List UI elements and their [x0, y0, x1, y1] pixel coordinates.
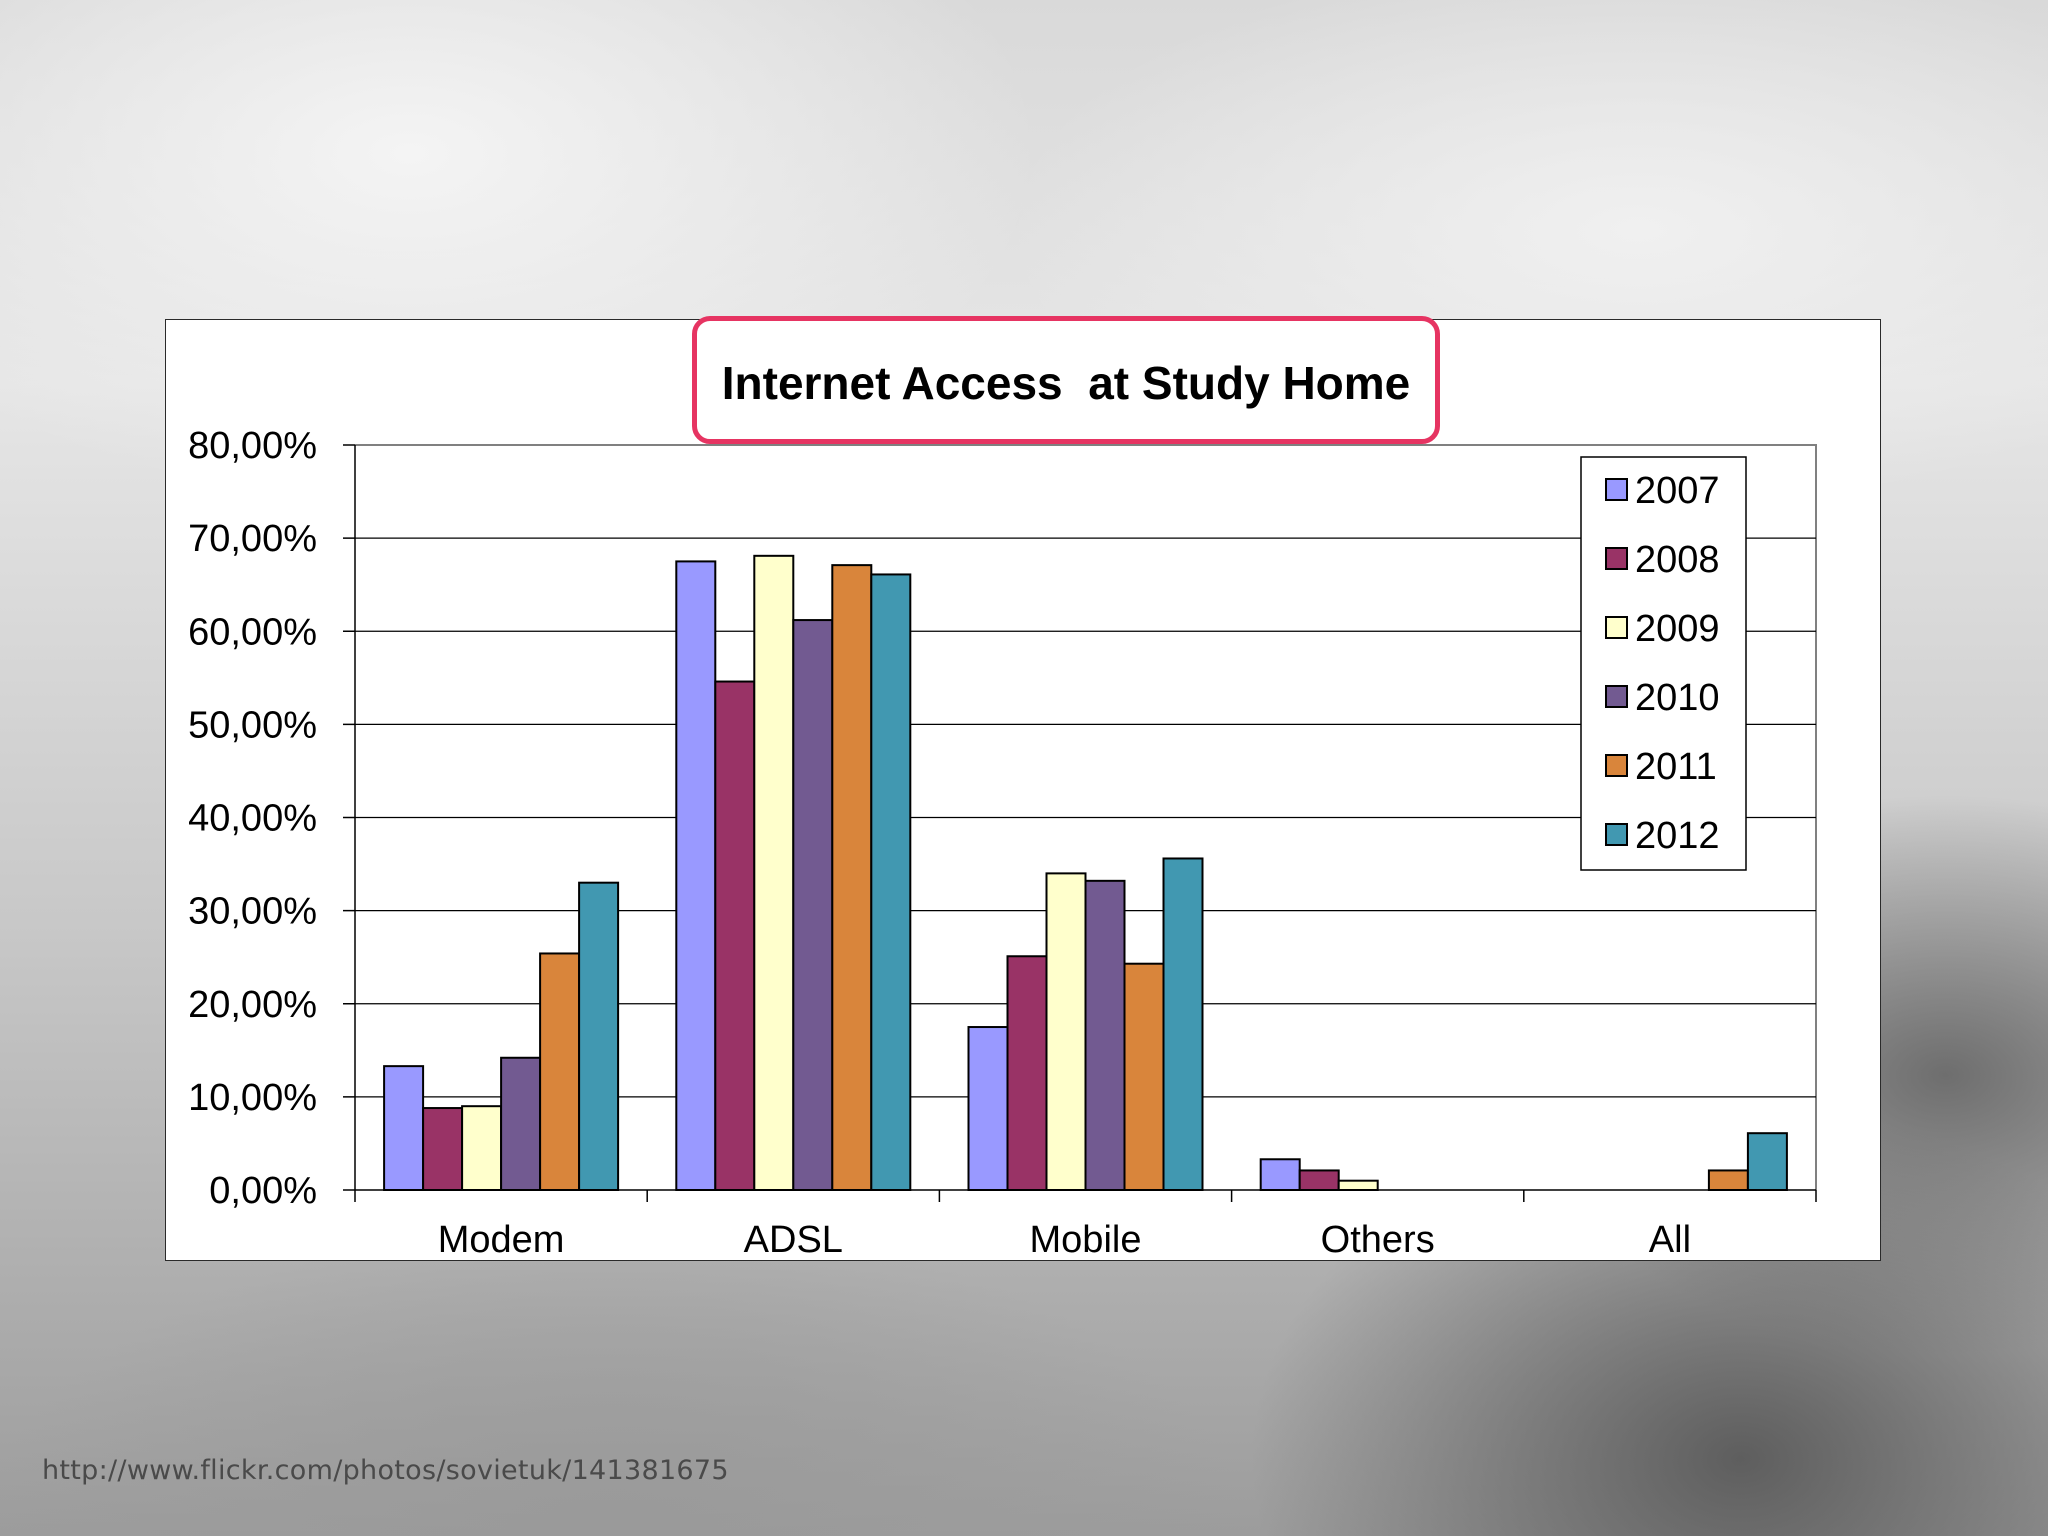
chart-title: Internet Access at Study Home — [722, 357, 1411, 409]
bar-modem-2011 — [539, 952, 581, 1192]
y-tick-label: 80,00% — [188, 425, 317, 467]
bar-modem-2012 — [578, 881, 620, 1191]
source-url[interactable]: http://www.flickr.com/photos/sovietuk/14… — [42, 1455, 729, 1486]
legend-swatch-2009 — [1605, 616, 1628, 639]
y-tick-label: 20,00% — [188, 984, 317, 1026]
title-highlight-box — [692, 316, 1440, 444]
x-tick-label: Mobile — [1030, 1219, 1142, 1261]
bar-adsl-2010 — [792, 619, 834, 1191]
plot-area-border — [355, 444, 1817, 1190]
legend-swatch-2008 — [1605, 547, 1628, 570]
bar-mobile-2012 — [1162, 857, 1204, 1191]
x-tick-label: Others — [1321, 1219, 1435, 1261]
y-tick-label: 30,00% — [188, 891, 317, 933]
axes: 0,00% 10,00% 20,00% 30,00% 40,00% 50,00% 60,00… — [188, 425, 1817, 1261]
bar-modem-2010 — [500, 1056, 542, 1191]
bar-modem-2008 — [422, 1107, 464, 1192]
x-tick-label: ADSL — [744, 1219, 843, 1261]
bar-others-2007 — [1259, 1158, 1301, 1192]
bar-mobile-2011 — [1123, 962, 1165, 1191]
y-tick-label: 40,00% — [188, 798, 317, 840]
x-tick-label: All — [1649, 1219, 1691, 1261]
bar-adsl-2009 — [753, 554, 795, 1191]
y-tick-label: 60,00% — [188, 611, 317, 653]
bar-adsl-2012 — [870, 573, 912, 1191]
legend-box — [1580, 456, 1747, 871]
bar-mobile-2008 — [1006, 955, 1048, 1191]
bar-adsl-2008 — [714, 680, 756, 1191]
bar-adsl-2011 — [831, 564, 873, 1191]
legend-swatch-2012 — [1605, 823, 1628, 846]
y-tick-label: 70,00% — [188, 518, 317, 560]
legend-swatch-2011 — [1605, 754, 1628, 777]
legend: 2007 2008 2009 2010 2011 2012 — [1580, 456, 1747, 871]
legend-label-2009: 2009 — [1635, 608, 1720, 650]
bars — [383, 554, 1788, 1192]
y-tick-label: 50,00% — [188, 704, 317, 746]
bar-all-2011 — [1707, 1169, 1749, 1191]
legend-label-2008: 2008 — [1635, 539, 1720, 581]
bar-modem-2009 — [461, 1105, 503, 1191]
bar-mobile-2009 — [1045, 872, 1087, 1191]
bar-adsl-2007 — [675, 560, 717, 1191]
bar-all-2012 — [1746, 1132, 1788, 1191]
legend-label-2007: 2007 — [1635, 470, 1720, 512]
bar-others-2008 — [1298, 1169, 1340, 1191]
y-tick-label: 10,00% — [188, 1077, 317, 1119]
legend-swatch-2007 — [1605, 478, 1628, 501]
legend-label-2011: 2011 — [1635, 746, 1717, 788]
legend-swatch-2010 — [1605, 685, 1628, 708]
bar-mobile-2010 — [1084, 879, 1126, 1191]
bar-modem-2007 — [383, 1065, 425, 1192]
y-tick-label: 0,00% — [209, 1170, 317, 1212]
x-tick-label: Modem — [438, 1219, 565, 1261]
legend-label-2012: 2012 — [1635, 815, 1720, 857]
bar-mobile-2007 — [967, 1026, 1009, 1191]
bar-others-2009 — [1337, 1179, 1379, 1191]
legend-label-2010: 2010 — [1635, 677, 1720, 719]
